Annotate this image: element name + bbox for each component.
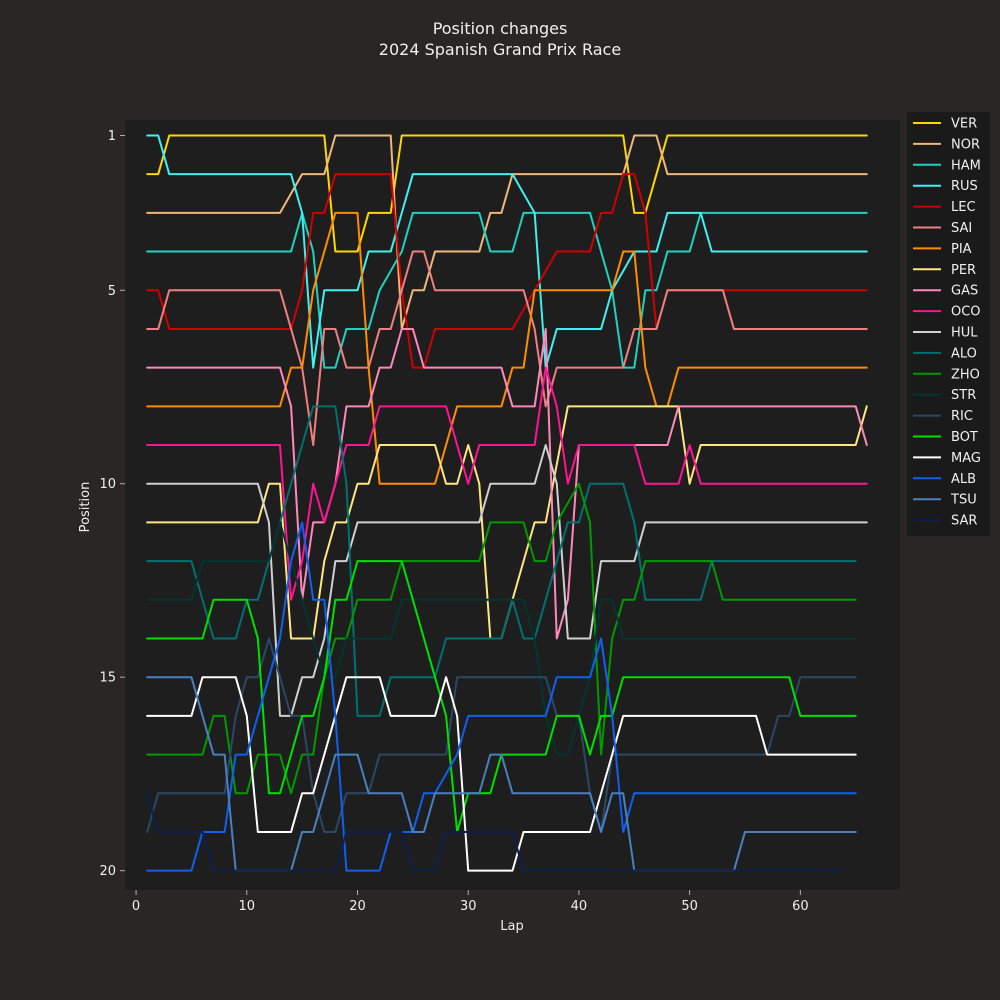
x-tick-label: 0 — [132, 899, 140, 914]
series-line-pia — [146, 211, 868, 485]
x-axis-label: Lap — [500, 919, 523, 934]
series-line-oco — [146, 366, 868, 601]
y-tick-label: 10 — [99, 477, 116, 492]
legend-label-sar: SAR — [951, 514, 977, 529]
legend-label-sai: SAI — [951, 221, 972, 236]
series-lines — [146, 134, 868, 872]
legend-label-pia: PIA — [951, 242, 972, 257]
legend-label-zho: ZHO — [951, 367, 980, 382]
series-line-alo — [146, 405, 857, 717]
legend-label-gas: GAS — [951, 284, 978, 299]
chart-subtitle: 2024 Spanish Grand Prix Race — [379, 40, 621, 59]
series-line-str — [146, 521, 857, 756]
x-tick-label: 20 — [349, 899, 366, 914]
chart-title: Position changes — [433, 19, 568, 38]
legend-label-alo: ALO — [951, 346, 977, 361]
x-tick-label: 10 — [239, 899, 256, 914]
x-tick-label: 50 — [681, 899, 698, 914]
x-tick-label: 30 — [460, 899, 477, 914]
y-axis-label: Position — [78, 482, 93, 533]
series-line-lec — [146, 173, 868, 369]
x-tick-label: 60 — [792, 899, 809, 914]
legend-label-str: STR — [951, 388, 976, 403]
legend-label-bot: BOT — [951, 430, 978, 445]
plot-area — [125, 120, 900, 890]
series-line-alb — [146, 521, 857, 872]
series-line-hul — [146, 444, 868, 717]
legend-background — [907, 112, 990, 536]
x-axis: 0 10 20 30 40 50 60 — [132, 890, 809, 914]
series-line-per — [146, 405, 868, 640]
series-line-sar — [146, 792, 846, 872]
series-line-bot — [146, 560, 857, 833]
series-line-sai — [146, 250, 868, 447]
legend-label-lec: LEC — [951, 200, 976, 215]
series-line-nor — [146, 134, 868, 330]
legend: VER NOR HAM RUS LEC SAI PIA PER GAS OCO HUL ALO ZHO S… — [907, 112, 990, 536]
series-line-tsu — [146, 676, 857, 872]
y-tick-label: 1 — [108, 129, 116, 144]
series-line-ham — [146, 211, 868, 369]
series-line-ver — [146, 134, 868, 253]
x-tick-label: 40 — [571, 899, 588, 914]
y-tick-label: 20 — [99, 864, 116, 879]
legend-label-hul: HUL — [951, 326, 978, 341]
legend-label-ric: RIC — [951, 409, 973, 424]
legend-label-oco: OCO — [951, 305, 981, 320]
legend-label-tsu: TSU — [950, 493, 977, 508]
y-tick-label: 5 — [108, 284, 116, 299]
legend-label-rus: RUS — [951, 179, 978, 194]
legend-label-ver: VER — [951, 117, 977, 132]
legend-label-ham: HAM — [951, 158, 981, 173]
legend-label-alb: ALB — [951, 472, 976, 487]
series-line-rus — [146, 134, 868, 369]
legend-label-per: PER — [951, 263, 976, 278]
legend-label-nor: NOR — [951, 137, 980, 152]
legend-label-mag: MAG — [951, 451, 981, 466]
y-tick-label: 15 — [99, 671, 116, 686]
